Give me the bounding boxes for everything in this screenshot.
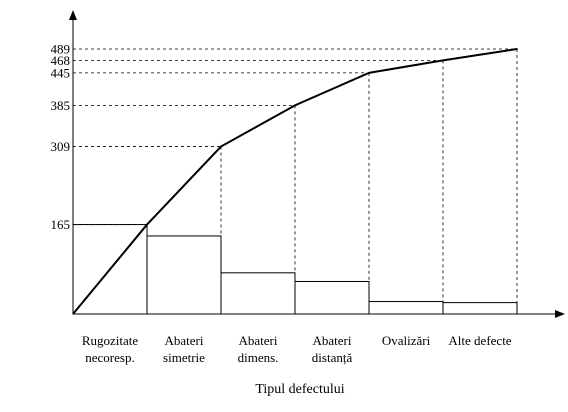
y-tick-label: 165 [51, 217, 71, 232]
x-category-labels: Rugozitate necoresp.Abateri simetrieAbater… [82, 333, 512, 365]
cumulative-point [294, 104, 296, 107]
x-axis-label: Tipul defectului [255, 382, 344, 397]
category-label-line: Abateri [165, 333, 204, 348]
y-tick-label: 309 [51, 139, 71, 154]
axes [69, 10, 565, 318]
category-label-line: necoresp. [85, 350, 134, 365]
x-axis-arrow [555, 310, 565, 318]
category-label: Alte defecte [448, 333, 511, 348]
category-label-line: Alte defecte [448, 333, 511, 348]
category-label-line: distanță [312, 350, 353, 365]
category-label-line: simetrie [163, 350, 205, 365]
category-label: Ovalizări [382, 333, 431, 348]
category-label-line: Rugozitate [82, 333, 139, 348]
cumulative-point [220, 145, 222, 148]
y-tick-label: 489 [51, 42, 71, 57]
y-axis-arrow [69, 10, 77, 20]
y-tick-label: 468 [51, 53, 71, 68]
y-tick-label: 385 [51, 98, 71, 113]
cumulative-line [72, 48, 518, 315]
category-label: Abateri dimens. [238, 333, 279, 365]
category-label-line: Ovalizări [382, 333, 431, 348]
bar [220, 272, 296, 315]
category-label: Abateri simetrie [163, 333, 205, 365]
category-label: Abateri distanță [312, 333, 353, 365]
cumulative-point [516, 48, 518, 50]
bar [146, 235, 222, 315]
cumulative-point [368, 71, 370, 74]
bar [368, 301, 444, 315]
bar [294, 280, 370, 315]
bars [72, 224, 518, 315]
guide-lines [73, 48, 518, 314]
category-label-line: Abateri [239, 333, 278, 348]
y-tick-label: 445 [51, 65, 71, 80]
cumulative-point [442, 59, 444, 62]
bar [442, 302, 518, 315]
cumulative-point [146, 223, 148, 226]
category-label: Rugozitate necoresp. [82, 333, 139, 365]
category-label-line: Abateri [313, 333, 352, 348]
category-label-line: dimens. [238, 350, 279, 365]
